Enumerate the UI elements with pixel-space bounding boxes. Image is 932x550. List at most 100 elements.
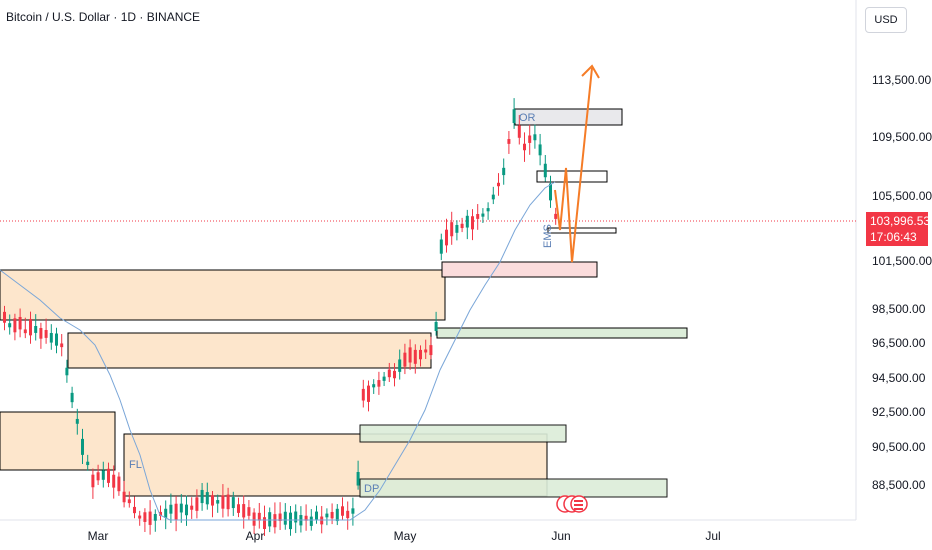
candle-body	[263, 517, 266, 529]
x-tick-label: May	[394, 529, 417, 543]
candle-body	[450, 222, 454, 237]
zone-orange-1	[0, 269, 446, 321]
candle-body	[117, 476, 121, 492]
candle-body	[13, 318, 17, 333]
zone-green-3	[359, 478, 668, 498]
candle-body	[330, 511, 334, 519]
candle-body	[101, 470, 105, 480]
y-tick-label: 96,500.00	[872, 336, 926, 350]
label-dp: DP	[364, 483, 379, 495]
zone-orange-3	[0, 411, 116, 471]
candle-body	[148, 511, 152, 525]
candle-body	[91, 474, 95, 488]
candle-body	[502, 167, 506, 176]
candle-body	[315, 511, 318, 520]
candle-body	[554, 213, 558, 219]
candle-body	[549, 183, 552, 201]
y-tick-label: 98,500.00	[872, 302, 926, 316]
candle-body	[112, 474, 116, 488]
candle-body	[164, 508, 168, 518]
candle-body	[304, 515, 308, 521]
zone-green-2	[359, 424, 567, 443]
x-tick-label: Mar	[88, 529, 109, 543]
candle-body	[195, 497, 199, 511]
candle-body	[55, 333, 58, 346]
candle-body	[179, 503, 183, 513]
candle-body	[528, 135, 532, 143]
last-price-badge: 103,996.53 17:06:43	[866, 212, 931, 246]
candle-body	[268, 512, 272, 527]
candle-body	[39, 328, 43, 339]
y-tick-label: 105,500.00	[872, 189, 932, 203]
candle-body	[226, 494, 230, 510]
candle-body	[419, 349, 422, 360]
candle-body	[471, 216, 474, 230]
candle-body	[237, 504, 240, 513]
candle-body	[86, 461, 90, 466]
candle-body	[18, 316, 22, 330]
candle-body	[122, 491, 126, 503]
candle-body	[190, 505, 194, 510]
label-or: OR	[519, 112, 536, 124]
candle-body	[174, 503, 178, 520]
price-scale: 113,500.00 109,500.00 105,500.00 101,500.00…	[872, 73, 932, 492]
candle-body	[476, 214, 480, 219]
y-tick-label: 92,500.00	[872, 405, 926, 419]
candle-body	[403, 352, 407, 367]
candle-body	[70, 392, 74, 403]
zone-box-2	[536, 170, 608, 183]
candle-body	[465, 215, 469, 228]
candle-body	[341, 506, 344, 516]
candle-body	[424, 349, 428, 353]
candle-body	[382, 376, 386, 381]
candle-body	[211, 495, 214, 506]
candle-body	[221, 495, 225, 509]
candle-body	[372, 384, 376, 388]
candle-body	[512, 109, 516, 124]
x-tick-label: Apr	[246, 529, 265, 543]
candles-group	[3, 98, 558, 537]
candle-body	[486, 208, 490, 212]
zone-orange-2	[67, 332, 432, 369]
projection-arrowhead	[581, 64, 600, 79]
zone-box-3	[547, 227, 617, 234]
candle-body	[257, 512, 261, 521]
time-scale: Mar Apr May Jun Jul	[88, 529, 721, 543]
candle-body	[429, 345, 433, 356]
candle-body	[445, 229, 448, 246]
candle-body	[231, 497, 235, 509]
candle-body	[273, 514, 277, 528]
zone-green-1	[436, 327, 688, 339]
candle-body	[517, 125, 521, 138]
x-tick-label: Jul	[705, 529, 720, 543]
candle-body	[398, 359, 402, 372]
candle-body	[507, 139, 511, 144]
candle-body	[96, 472, 100, 481]
last-price-value: 103,996.53	[870, 214, 931, 228]
us-flag-event-icon[interactable]	[556, 495, 588, 513]
candle-body	[205, 492, 209, 505]
candle-body	[408, 347, 412, 363]
moving-average-line	[0, 181, 556, 521]
projection-line	[554, 67, 593, 263]
candle-body	[538, 144, 542, 156]
currency-button[interactable]: USD	[865, 7, 907, 33]
candle-body	[60, 343, 64, 348]
candle-body	[455, 224, 459, 233]
candle-body	[460, 223, 464, 229]
candle-body	[367, 385, 370, 402]
candle-body	[377, 380, 381, 387]
y-tick-label: 113,500.00	[872, 73, 931, 87]
candle-body	[533, 134, 537, 141]
candle-body	[289, 512, 292, 530]
candle-body	[335, 508, 339, 522]
y-tick-label: 101,500.00	[872, 254, 932, 268]
candle-body	[283, 511, 287, 525]
candle-body	[356, 472, 360, 486]
candle-body	[3, 311, 6, 323]
candle-body	[23, 329, 27, 334]
candle-body	[309, 516, 313, 526]
candle-body	[346, 510, 350, 519]
chart-title: Bitcoin / U.S. Dollar · 1D · BINANCE	[6, 10, 201, 24]
